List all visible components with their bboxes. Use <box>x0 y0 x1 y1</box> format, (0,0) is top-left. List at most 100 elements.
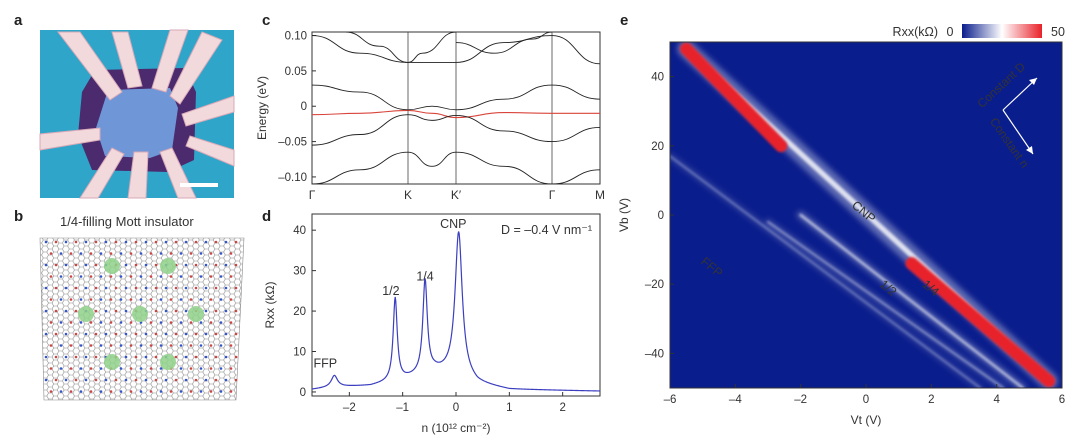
lattice-dot <box>184 240 188 244</box>
lattice-dot <box>204 355 208 359</box>
lattice-dot <box>134 355 138 359</box>
lattice-dot <box>99 390 103 393</box>
lattice-dot <box>84 355 88 359</box>
lattice-dot <box>84 378 88 382</box>
lattice-dot <box>79 252 83 255</box>
lattice-dot <box>204 332 208 336</box>
colorbar-gradient <box>962 24 1042 38</box>
peak-label: 1/4 <box>416 270 433 284</box>
y-tick-label: 0 <box>301 101 307 113</box>
lattice-dot <box>229 252 233 255</box>
lattice-dot <box>124 378 128 382</box>
lattice-dot <box>114 332 118 336</box>
mott-sites <box>78 258 204 370</box>
lattice-dot <box>199 344 203 347</box>
y-tick-label: 10 <box>293 347 306 359</box>
lattice-dot <box>69 367 73 370</box>
lattice-dot <box>169 298 173 301</box>
lattice-dot <box>89 344 93 347</box>
lattice-dot <box>219 321 223 324</box>
lattice-dot <box>149 344 153 347</box>
lattice-dot <box>169 252 173 255</box>
lattice-dot <box>69 298 73 301</box>
lattice-dot <box>134 332 138 336</box>
lattice-dot <box>159 298 163 301</box>
lattice-dot <box>154 355 158 359</box>
lattice-dot <box>159 367 163 370</box>
x-tick-label: –2 <box>343 402 356 414</box>
mott-site <box>160 354 176 370</box>
lattice-dot <box>174 286 178 290</box>
constant-d-arrowhead <box>1029 78 1037 85</box>
lattice-dot <box>149 275 153 278</box>
heatmap-line <box>799 213 1024 388</box>
y-tick-label: 0 <box>300 387 306 399</box>
lattice-dot <box>139 275 143 278</box>
lattice-dot <box>89 298 93 301</box>
lattice-dot <box>154 378 158 382</box>
lattice-dot <box>209 252 213 255</box>
lattice-dot <box>149 321 153 324</box>
lattice-dot <box>184 332 188 336</box>
lattice-dot <box>194 286 198 290</box>
lattice-dot <box>229 344 233 347</box>
lattice-dot <box>104 378 108 382</box>
lattice-dot <box>109 252 113 255</box>
lattice-dot <box>154 286 158 290</box>
lattice-dot <box>189 275 193 278</box>
flat-band-line <box>312 109 600 119</box>
lattice-dot <box>119 252 123 255</box>
constant-d-arrow <box>1002 77 1038 111</box>
lattice-dot <box>74 355 78 359</box>
lattice-dot <box>234 332 238 336</box>
lattice-dot <box>174 332 178 336</box>
lattice-dot <box>199 252 203 255</box>
lattice-dot <box>214 332 218 336</box>
lattice-dot <box>194 240 198 244</box>
peak-label: 1/2 <box>382 284 399 298</box>
lattice-dot <box>219 298 223 301</box>
lattice-dot <box>189 390 193 393</box>
lattice-dot <box>54 263 58 267</box>
lattice-dot <box>74 286 78 290</box>
lattice-dot <box>129 298 133 301</box>
y-tick-label: 0 <box>658 210 664 222</box>
lattice-dot <box>94 378 98 382</box>
lattice-dot <box>89 275 93 278</box>
lattice-dot <box>229 298 233 301</box>
lattice-dot <box>69 252 73 255</box>
y-axis-label: Vb (V) <box>617 198 631 232</box>
y-tick-label: 20 <box>651 141 664 153</box>
lattice-dot <box>74 309 78 313</box>
lattice-dot <box>204 309 208 313</box>
lattice-dot <box>209 344 213 347</box>
lattice-dot <box>79 321 83 324</box>
lattice-dot <box>109 390 113 393</box>
kpoint-label: K′ <box>451 188 462 202</box>
lattice-dot <box>119 321 123 324</box>
lattice-dot <box>174 309 178 313</box>
lattice-dot <box>134 286 138 290</box>
panel-label-a: a <box>14 12 23 29</box>
lattice-dot <box>189 367 193 370</box>
lattice-dot <box>54 309 58 313</box>
band-line <box>312 35 600 65</box>
lattice-dot <box>234 263 238 267</box>
lattice-dot <box>169 344 173 347</box>
lattice-dot <box>54 378 58 382</box>
lattice-dot <box>139 344 143 347</box>
lattice-dot <box>114 286 118 290</box>
lattice-dot <box>224 240 228 244</box>
lattice-dot <box>144 355 148 359</box>
y-tick-label: 0.10 <box>285 31 307 43</box>
lattice-dot <box>64 240 68 244</box>
lattice-dot <box>54 240 58 244</box>
lattice-dot <box>159 344 163 347</box>
kpoint-label: Γ <box>309 188 316 202</box>
lattice-dot <box>229 390 233 393</box>
lattice-dot <box>129 252 133 255</box>
lattice-dot <box>69 344 73 347</box>
lattice-dot <box>154 263 158 267</box>
band-line <box>345 32 457 63</box>
y-tick-label: –20 <box>645 279 664 291</box>
